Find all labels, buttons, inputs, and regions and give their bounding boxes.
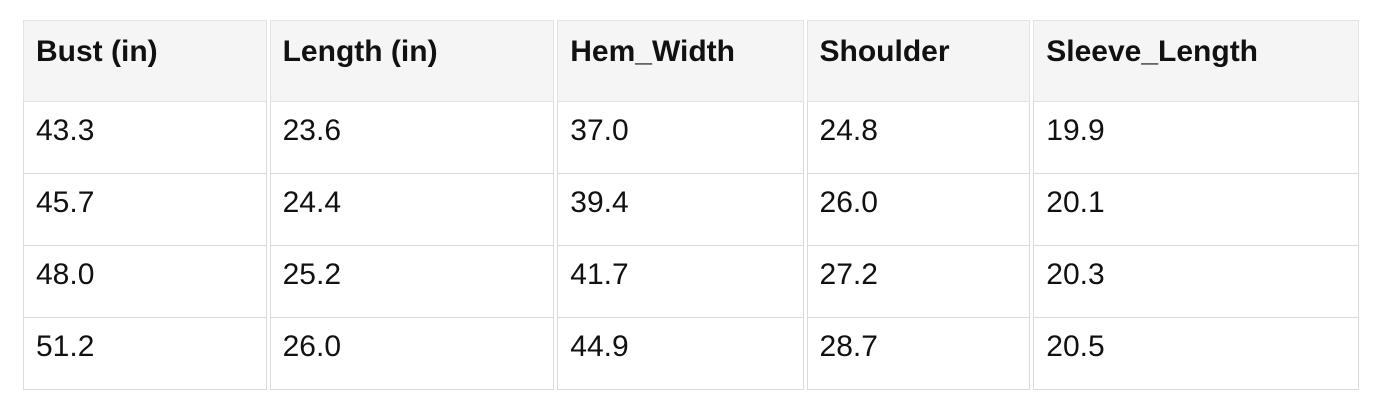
table-cell: 20.3 (1033, 246, 1359, 318)
table-cell: 27.2 (806, 246, 1031, 318)
table-cell: 23.6 (269, 102, 555, 174)
table-cell: 24.8 (806, 102, 1031, 174)
table-cell: 28.7 (806, 318, 1031, 390)
column-header-bust: Bust (in) (23, 20, 267, 102)
table-row: 51.2 26.0 44.9 28.7 20.5 (23, 318, 1359, 390)
header-row: Bust (in) Length (in) Hem_Width Shoulder… (23, 20, 1359, 102)
table-cell: 43.3 (23, 102, 267, 174)
column-header-shoulder: Shoulder (806, 20, 1031, 102)
column-header-sleeve-length: Sleeve_Length (1033, 20, 1359, 102)
table-cell: 41.7 (557, 246, 804, 318)
table-cell: 48.0 (23, 246, 267, 318)
table-cell: 20.5 (1033, 318, 1359, 390)
table-row: 43.3 23.6 37.0 24.8 19.9 (23, 102, 1359, 174)
table-cell: 26.0 (806, 174, 1031, 246)
table-row: 45.7 24.4 39.4 26.0 20.1 (23, 174, 1359, 246)
column-header-length: Length (in) (269, 20, 555, 102)
table-cell: 51.2 (23, 318, 267, 390)
table-cell: 39.4 (557, 174, 804, 246)
table-cell: 19.9 (1033, 102, 1359, 174)
table-cell: 24.4 (269, 174, 555, 246)
table-cell: 45.7 (23, 174, 267, 246)
column-header-hem-width: Hem_Width (557, 20, 804, 102)
table-cell: 26.0 (269, 318, 555, 390)
table-row: 48.0 25.2 41.7 27.2 20.3 (23, 246, 1359, 318)
table-cell: 37.0 (557, 102, 804, 174)
table-cell: 25.2 (269, 246, 555, 318)
size-chart-table: Bust (in) Length (in) Hem_Width Shoulder… (20, 20, 1362, 390)
table-cell: 44.9 (557, 318, 804, 390)
table-cell: 20.1 (1033, 174, 1359, 246)
